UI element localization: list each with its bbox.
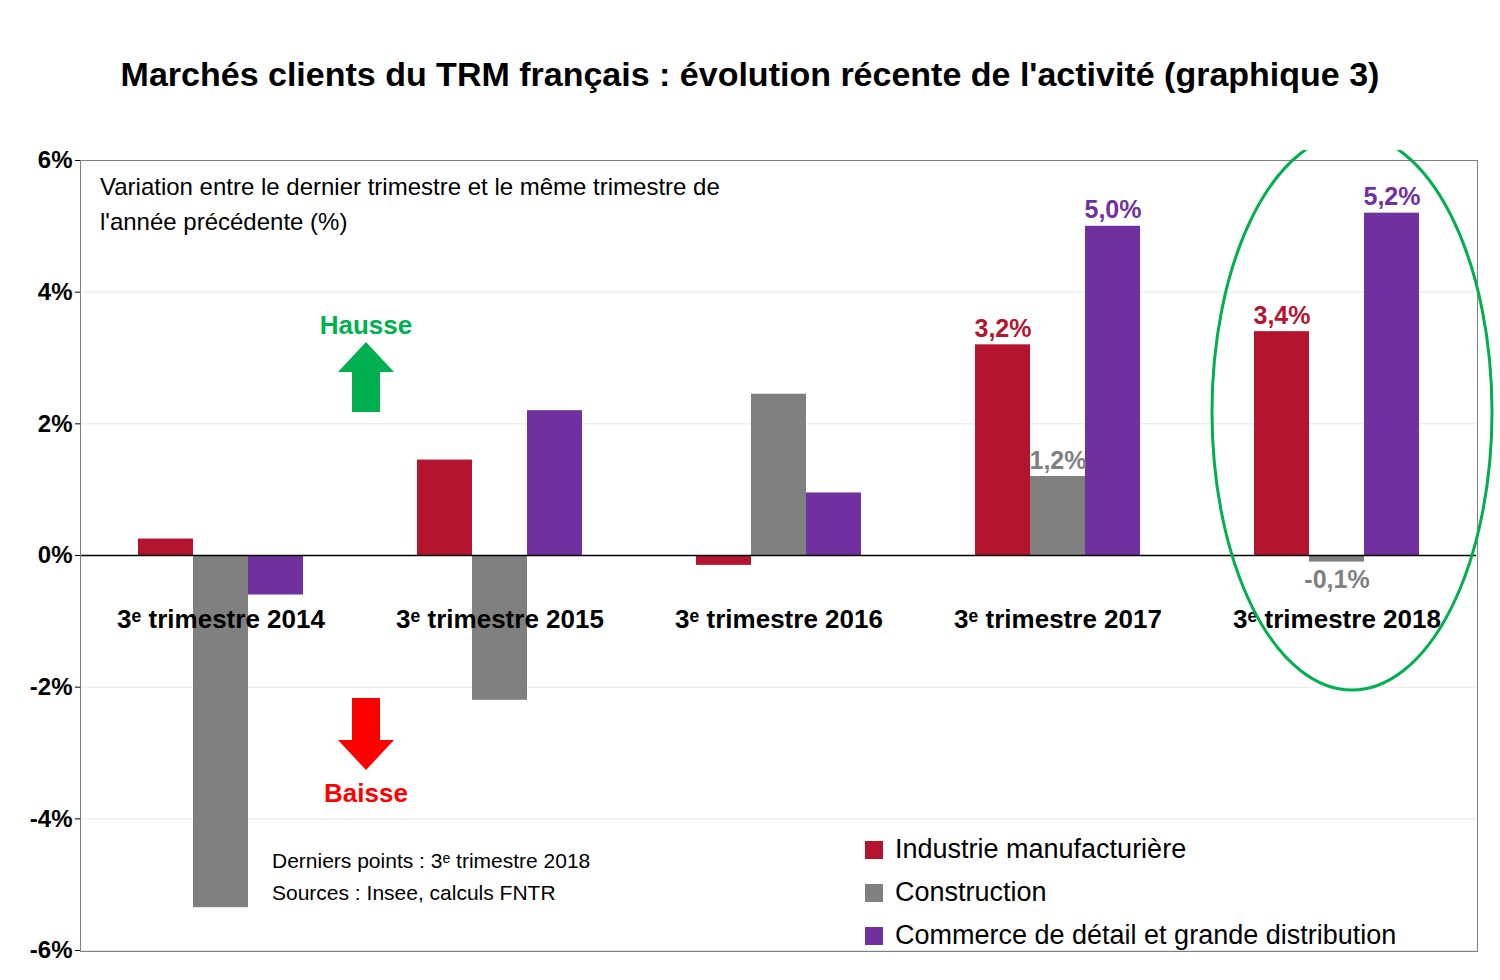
svg-text:4%: 4% (38, 278, 73, 305)
svg-text:1,2%: 1,2% (1030, 446, 1087, 474)
html-text:Industrie manufacturière: Industrie manufacturière (895, 834, 1187, 864)
svg-text:-4%: -4% (30, 805, 73, 832)
html-text:Baisse: Baisse (324, 778, 408, 808)
svg-text:2%: 2% (38, 410, 73, 437)
html-text:Marchés clients du TRM françai: Marchés clients du TRM français : évolut… (120, 55, 1380, 93)
svg-text:3ᵉ trimestre 2014: 3ᵉ trimestre 2014 (117, 604, 325, 634)
svg-text:-6%: -6% (30, 936, 73, 963)
html-text:Commerce de détail et grande d: Commerce de détail et grande distributio… (895, 920, 1397, 950)
svg-text:0%: 0% (38, 541, 73, 568)
svg-text:5,0%: 5,0% (1085, 195, 1142, 223)
svg-text:-2%: -2% (30, 673, 73, 700)
html-text:Variation entre le dernier tri: Variation entre le dernier trimestre et … (100, 173, 720, 235)
svg-text:3ᵉ trimestre 2015: 3ᵉ trimestre 2015 (396, 604, 604, 634)
html-text:Sources : Insee, calculs FNTR: Sources : Insee, calculs FNTR (272, 880, 556, 904)
svg-text:5,2%: 5,2% (1364, 182, 1421, 210)
svg-text:3ᵉ trimestre 2018: 3ᵉ trimestre 2018 (1233, 604, 1441, 634)
svg-text:3,2%: 3,2% (975, 314, 1032, 342)
svg-text:3ᵉ trimestre 2016: 3ᵉ trimestre 2016 (675, 604, 883, 634)
html-text:Construction: Construction (895, 877, 1047, 907)
svg-text:3ᵉ trimestre 2017: 3ᵉ trimestre 2017 (954, 604, 1162, 634)
html-text:Hausse: Hausse (319, 310, 413, 340)
svg-text:6%: 6% (38, 150, 73, 173)
html-text:Derniers points : 3ᵉ trimestre: Derniers points : 3ᵉ trimestre 2018 (272, 849, 591, 872)
svg-text:-0,1%: -0,1% (1304, 565, 1369, 593)
svg-text:3,4%: 3,4% (1254, 301, 1311, 329)
